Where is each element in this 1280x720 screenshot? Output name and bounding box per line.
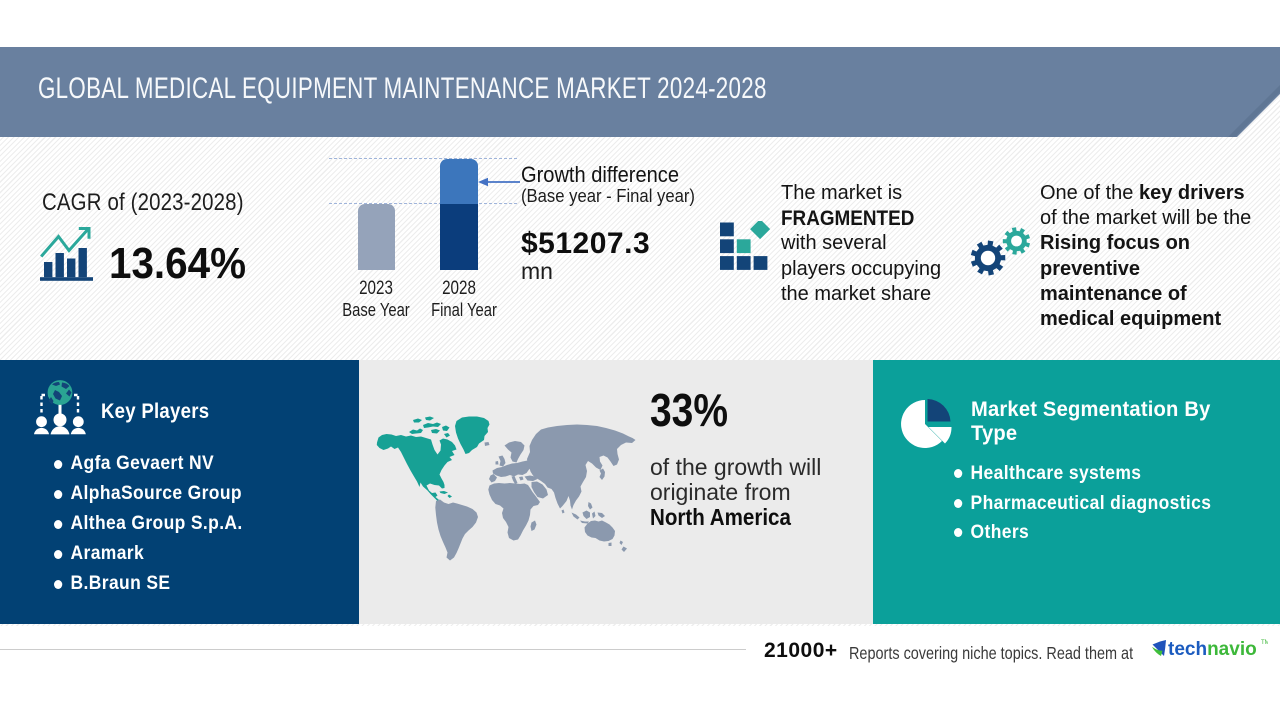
svg-text:TM: TM	[1261, 640, 1268, 646]
svg-text:technavio: technavio	[1168, 639, 1257, 660]
